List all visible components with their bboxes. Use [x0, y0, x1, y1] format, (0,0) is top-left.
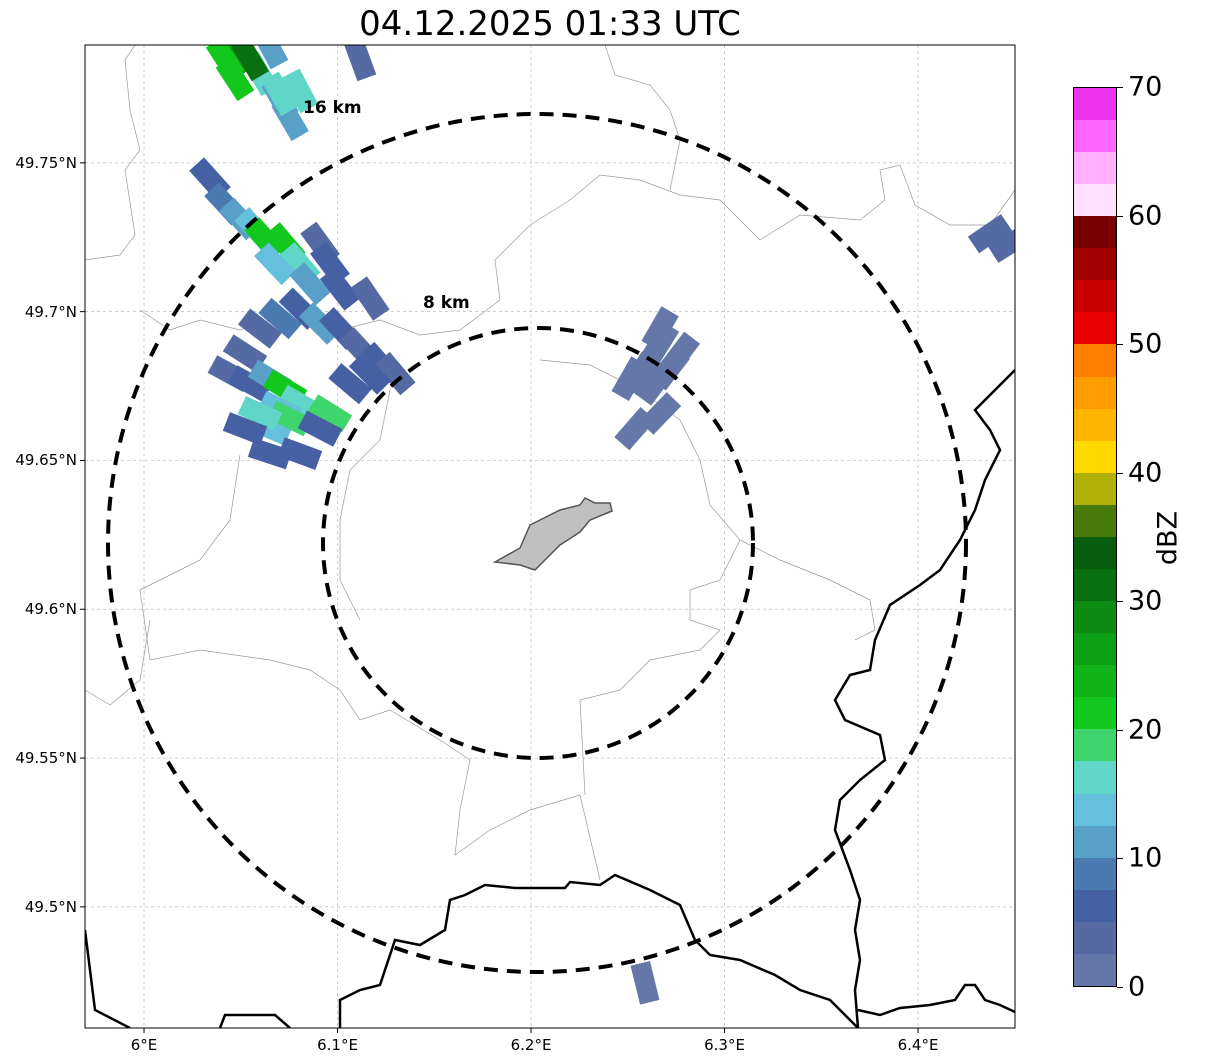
- radar-cell: [630, 960, 660, 1005]
- radar-cell: [237, 308, 282, 349]
- colorbar-bin: [1074, 665, 1116, 698]
- colorbar-bin: [1074, 536, 1116, 569]
- colorbar-bin: [1074, 440, 1116, 473]
- colorbar-tick: [1117, 601, 1123, 603]
- colorbar-bin: [1074, 312, 1116, 345]
- colorbar-label: dBZ: [1152, 510, 1184, 566]
- ring-label-16km: 16 km: [303, 98, 362, 118]
- colorbar-bin: [1074, 504, 1116, 537]
- city-outline: [492, 497, 613, 571]
- radar-cell: [307, 394, 353, 433]
- radar-cell: [374, 351, 416, 396]
- radar-cell: [350, 276, 390, 321]
- radar-cell: [244, 217, 286, 261]
- radar-cell: [348, 352, 392, 395]
- range-rings: [106, 112, 968, 974]
- colorbar-tick-label: 30: [1128, 585, 1163, 617]
- colorbar-tick-label: 0: [1128, 971, 1146, 1003]
- colorbar-bin: [1074, 697, 1116, 730]
- x-tick-label: 6.3°E: [704, 1036, 745, 1054]
- radar-cell: [251, 45, 289, 70]
- colorbar-bin: [1074, 601, 1116, 634]
- radar-cell: [297, 410, 343, 447]
- radar-cell: [227, 365, 273, 403]
- colorbar-bin: [1074, 729, 1116, 762]
- colorbar-bin: [1074, 889, 1116, 922]
- colorbar-tick-label: 60: [1128, 200, 1163, 232]
- colorbar-bin: [1074, 761, 1116, 794]
- colorbar-bin: [1074, 472, 1116, 505]
- y-tick-label: 49.5°N: [24, 897, 77, 916]
- x-tick-label: 6.4°E: [897, 1036, 939, 1054]
- radar-cell: [987, 224, 1015, 263]
- colorbar-tick: [1117, 858, 1123, 860]
- colorbar-tick: [1117, 472, 1123, 474]
- colorbar-bin: [1074, 216, 1116, 249]
- y-tick-label: 49.6°N: [24, 600, 77, 619]
- colorbar-bin: [1074, 568, 1116, 602]
- radar-cell: [639, 392, 682, 435]
- radar-cell: [298, 302, 342, 345]
- x-tick-label: 6.1°E: [317, 1036, 358, 1054]
- colorbar-bin: [1074, 921, 1116, 954]
- range-ring-8km: [321, 326, 755, 760]
- colorbar-tick-label: 20: [1128, 714, 1163, 746]
- radar-cell: [237, 395, 283, 431]
- radar-cell: [222, 412, 268, 446]
- radar-reflectivity-cells: [189, 45, 1015, 1005]
- radar-cell: [289, 262, 331, 306]
- radar-cell: [258, 297, 302, 340]
- ring-label-8km: 8 km: [423, 293, 470, 313]
- colorbar-tick-label: 70: [1128, 71, 1163, 103]
- colorbar-bin: [1074, 408, 1116, 441]
- colorbar-tick-label: 50: [1128, 328, 1163, 360]
- colorbar-bin: [1074, 953, 1116, 986]
- y-tick-label: 49.55°N: [15, 749, 77, 768]
- colorbar-bin: [1074, 857, 1116, 890]
- colorbar-bin: [1074, 633, 1116, 666]
- y-tick-label: 49.7°N: [24, 302, 77, 321]
- colorbar-bin: [1074, 119, 1116, 152]
- x-tick-label: 6°E: [130, 1036, 158, 1054]
- colorbar: [1073, 87, 1117, 987]
- y-tick-label: 49.65°N: [15, 451, 77, 470]
- colorbar-bin: [1074, 793, 1116, 826]
- radar-cell: [319, 266, 361, 311]
- radar-cell: [254, 242, 297, 286]
- colorbar-bin: [1074, 184, 1116, 217]
- map-title: 04.12.2025 01:33 UTC: [359, 4, 741, 44]
- y-tick-label: 49.75°N: [15, 153, 77, 172]
- colorbar-bin: [1074, 280, 1116, 313]
- radar-cell: [205, 45, 245, 82]
- colorbar-tick: [1117, 87, 1123, 88]
- radar-cell: [231, 45, 269, 82]
- radar-cell: [247, 437, 293, 470]
- colorbar-bin: [1074, 344, 1116, 377]
- commune-boundaries: [85, 45, 1015, 881]
- radar-cell: [611, 356, 649, 401]
- radar-cell: [967, 214, 1013, 254]
- radar-cell: [261, 71, 299, 117]
- colorbar-tick: [1117, 344, 1123, 346]
- colorbar-tick-label: 10: [1128, 842, 1163, 874]
- colorbar-bin: [1074, 376, 1116, 409]
- range-ring-16km: [106, 112, 968, 974]
- colorbar-tick-label: 40: [1128, 457, 1163, 489]
- colorbar-tick: [1117, 729, 1123, 731]
- radar-cell: [328, 363, 372, 405]
- colorbar-bin: [1074, 248, 1116, 281]
- x-tick-label: 6.2°E: [510, 1036, 552, 1054]
- radar-cell: [343, 45, 377, 82]
- colorbar-bin: [1074, 87, 1116, 120]
- colorbar-tick: [1117, 987, 1123, 988]
- radar-cell: [635, 361, 676, 406]
- radar-cell: [277, 437, 323, 470]
- country-borders: [85, 369, 1015, 1028]
- colorbar-bin: [1074, 825, 1116, 858]
- radar-cell: [281, 68, 319, 114]
- colorbar-bin: [1074, 151, 1116, 185]
- colorbar-tick: [1117, 215, 1123, 217]
